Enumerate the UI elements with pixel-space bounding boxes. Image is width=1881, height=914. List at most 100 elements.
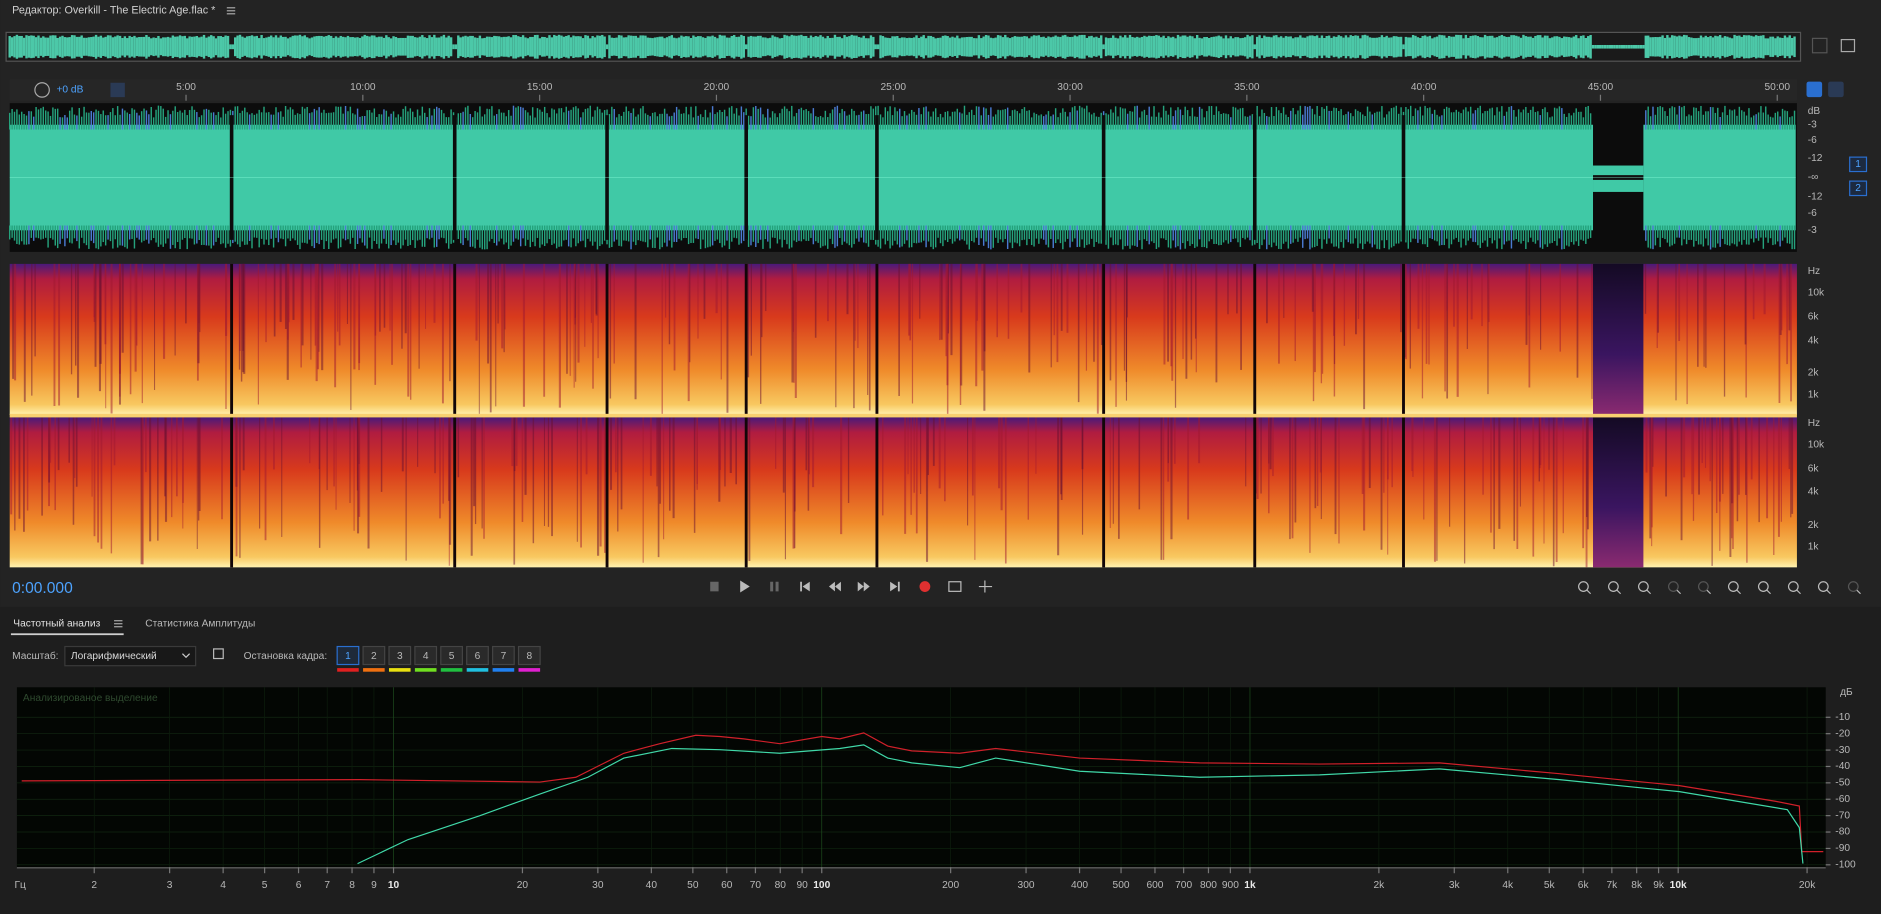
spectro-gap xyxy=(875,417,879,568)
fast-forward-button[interactable] xyxy=(857,581,870,592)
frequency-label: 1k xyxy=(1808,389,1820,400)
frequency-label: 4k xyxy=(1808,486,1820,497)
freeze-slot[interactable] xyxy=(466,645,489,666)
record-button[interactable] xyxy=(919,581,931,592)
frequency-label: 4k xyxy=(1808,335,1820,346)
freeze-slot-label: 2 xyxy=(371,651,377,662)
zoom-button[interactable] xyxy=(1817,581,1829,592)
freq-label: 5k xyxy=(1544,880,1556,891)
play-button[interactable] xyxy=(740,580,750,593)
time-label: 25:00 xyxy=(880,82,906,93)
time-label: 30:00 xyxy=(1057,82,1083,93)
freq-label: 8k xyxy=(1631,880,1643,891)
zoom-button[interactable] xyxy=(1787,581,1799,592)
frequency-label: Hz xyxy=(1808,418,1820,429)
spectrum-plot xyxy=(16,687,1826,868)
pin-button[interactable] xyxy=(110,82,125,98)
tab-underline xyxy=(10,633,124,636)
overview-button[interactable] xyxy=(1811,37,1828,54)
freq-label: 80 xyxy=(775,880,787,891)
freeze-slot[interactable] xyxy=(362,645,386,666)
zoom-button[interactable] xyxy=(1847,581,1859,592)
channel-button[interactable] xyxy=(1849,180,1868,197)
pause-button[interactable] xyxy=(770,581,779,592)
freeze-label: Остановка кадра: xyxy=(244,651,328,662)
freeze-slot[interactable] xyxy=(414,645,438,666)
zoom-button[interactable] xyxy=(1697,581,1709,592)
freeze-slot-label: 5 xyxy=(449,651,455,662)
freeze-slot-color xyxy=(518,668,541,672)
freq-label: 700 xyxy=(1175,880,1192,891)
channel-divider xyxy=(9,413,1797,418)
zoom-button[interactable] xyxy=(1637,581,1649,592)
channel-button[interactable] xyxy=(1849,156,1868,173)
time-label: 10:00 xyxy=(350,82,376,93)
spectro-gap xyxy=(1402,263,1405,416)
freeze-slot[interactable] xyxy=(388,645,412,666)
freeze-slot-color xyxy=(388,668,411,672)
freq-label: 20k xyxy=(1799,880,1816,891)
freq-label: 6k xyxy=(1578,880,1590,891)
freq-label: 6 xyxy=(296,880,302,891)
scale-dropdown[interactable] xyxy=(64,645,197,667)
snap-button[interactable] xyxy=(1806,81,1823,98)
amplitude-label: -6 xyxy=(1808,208,1817,219)
zoom-button-handle xyxy=(1586,589,1592,595)
stop-button[interactable] xyxy=(710,581,719,592)
freeze-slot-color xyxy=(466,668,489,672)
db-label: -40 xyxy=(1835,761,1850,772)
frequency-label: Hz xyxy=(1808,266,1820,277)
zoom-button[interactable] xyxy=(1727,581,1739,592)
dropdown-arrow xyxy=(182,653,191,659)
zoom-button[interactable] xyxy=(1578,581,1589,592)
menu-icon[interactable] xyxy=(226,7,236,15)
frequency-label: 10k xyxy=(1808,287,1825,298)
spectro-gap xyxy=(1253,263,1257,416)
freq-label: 60 xyxy=(721,880,733,891)
spectrum-left xyxy=(21,732,1824,853)
freeze-slot[interactable] xyxy=(517,645,541,666)
spectro-gap xyxy=(605,263,609,416)
spectro-gap xyxy=(1402,417,1405,568)
loop-button[interactable] xyxy=(948,581,962,592)
db-label: -50 xyxy=(1835,778,1850,789)
spectro-gap xyxy=(875,263,879,416)
spectro-gap xyxy=(605,417,609,568)
freq-axis-line xyxy=(16,867,1826,869)
freeze-slot-label: 4 xyxy=(423,651,429,662)
list-button[interactable] xyxy=(1840,38,1856,53)
freeze-slot-label: 1 xyxy=(345,651,351,662)
amplitude-label: dB xyxy=(1808,106,1821,117)
tab[interactable]: Статистика Амплитуды xyxy=(145,618,255,629)
channel-label: 1 xyxy=(1855,159,1861,170)
zoom-button[interactable] xyxy=(1757,581,1769,592)
zoom-button-handle xyxy=(1616,589,1622,595)
freeze-slot[interactable] xyxy=(440,645,463,666)
spectro-gap xyxy=(453,417,457,568)
amplitude-label: -∞ xyxy=(1808,172,1819,183)
marker-button[interactable] xyxy=(1828,81,1844,98)
spectro-gap xyxy=(744,263,748,416)
freq-label: 100 xyxy=(813,880,830,891)
freq-label: 900 xyxy=(1222,880,1239,891)
copy-button[interactable] xyxy=(213,648,224,660)
zoom-button[interactable] xyxy=(1608,581,1619,592)
freq-label: 7k xyxy=(1606,880,1618,891)
go-to-start-button[interactable] xyxy=(800,581,810,592)
freq-label: 10k xyxy=(1670,880,1687,891)
zoom-button[interactable] xyxy=(1667,581,1679,592)
freq-label: 400 xyxy=(1071,880,1088,891)
gain-knob[interactable] xyxy=(34,82,50,98)
freeze-slot-label: 8 xyxy=(526,651,532,662)
freeze-slot[interactable] xyxy=(492,645,515,666)
db-label: -70 xyxy=(1835,810,1850,821)
time-label: 35:00 xyxy=(1234,82,1260,93)
freq-label: 50 xyxy=(687,880,699,891)
go-to-end-button[interactable] xyxy=(890,581,900,592)
tab-menu-icon[interactable] xyxy=(114,620,123,628)
tab-active[interactable]: Частотный анализ xyxy=(13,618,100,629)
time-label: 20:00 xyxy=(704,82,730,93)
freeze-slot[interactable] xyxy=(336,645,360,666)
skip-button[interactable] xyxy=(978,580,993,593)
